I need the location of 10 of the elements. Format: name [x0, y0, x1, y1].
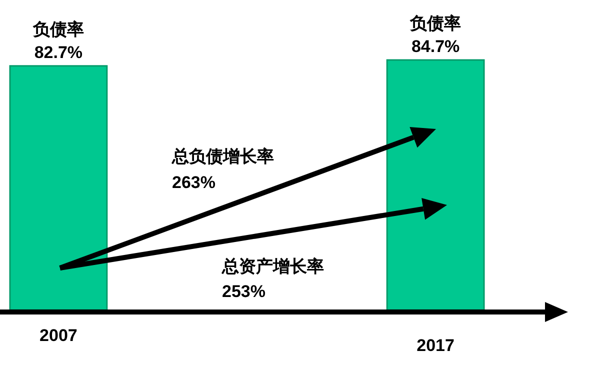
annotation: 总负债增长率	[171, 147, 274, 166]
annotation: 263%	[172, 173, 216, 192]
data-label: 82.7%	[34, 42, 83, 62]
x-tick-label: 2007	[40, 326, 78, 345]
x-tick-label: 2017	[416, 336, 454, 355]
annotation: 负债率	[32, 20, 84, 39]
annotation: 负债率	[409, 14, 462, 33]
annotation: 总资产增长率	[221, 257, 324, 276]
data-label: 84.7%	[411, 37, 460, 56]
annotation: 253%	[222, 282, 266, 301]
